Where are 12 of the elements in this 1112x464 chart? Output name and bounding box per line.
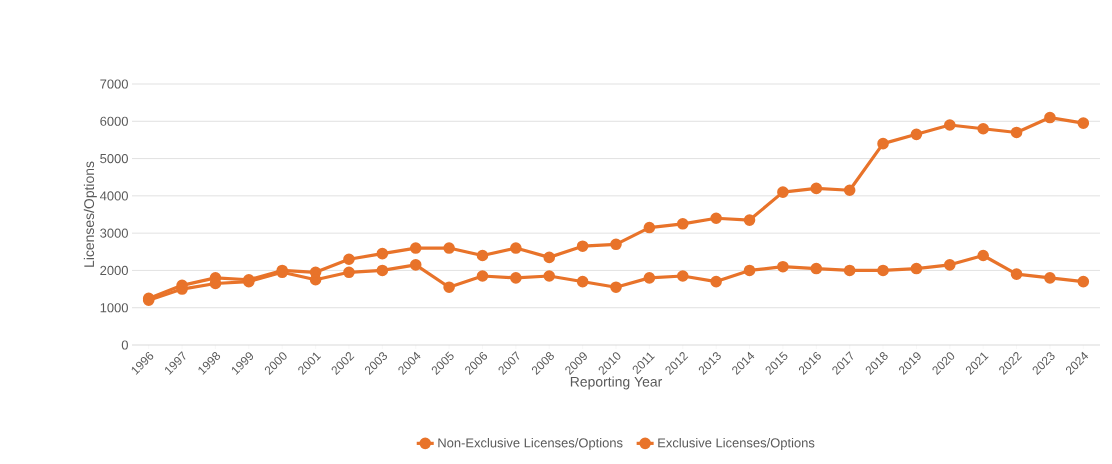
- y-tick-label: 4000: [99, 191, 128, 201]
- y-tick-label: 2000: [100, 265, 128, 276]
- legend-label: Non-Exclusive Licenses/Options: [438, 437, 623, 450]
- y-axis-title: Licenses/Options: [83, 161, 97, 267]
- y-tick-label: 6000: [100, 116, 128, 126]
- legend-label: Exclusive Licenses/Options: [658, 437, 815, 450]
- y-tick-label: 5000: [100, 153, 128, 164]
- y-tick-label: 3000: [100, 228, 128, 238]
- x-axis-title: Reporting Year: [570, 376, 663, 390]
- y-tick-label: 0: [121, 340, 128, 350]
- y-tick-label: 1000: [100, 303, 128, 313]
- y-tick-label: 7000: [100, 79, 128, 89]
